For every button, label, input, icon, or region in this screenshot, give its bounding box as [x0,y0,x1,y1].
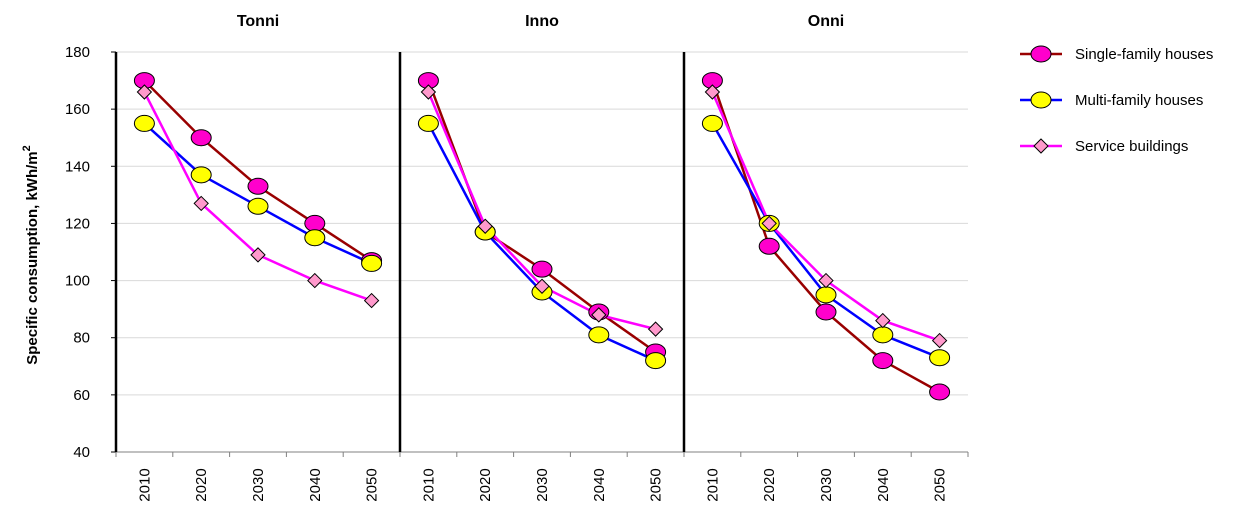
data-point-service-buildings [875,312,891,329]
panel-tonni [133,72,383,309]
x-tick-label: 2050 [932,468,949,501]
y-tick-label: 40 [73,444,90,461]
data-point-single-family-houses [247,177,269,195]
y-tick-label: 140 [65,158,90,175]
data-point-service-buildings [420,84,437,100]
data-point-service-buildings [307,272,323,289]
legend-label: Single-family houses [1075,46,1213,63]
data-point-single-family-houses [190,129,212,147]
x-tick-label: 2020 [193,468,210,501]
data-point-service-buildings [818,272,834,289]
legend-marker [1030,45,1052,63]
x-tick-label: 2030 [250,468,267,501]
data-point-multi-family-houses [588,326,610,344]
grid-layer [116,51,968,396]
x-tick-label: 2010 [420,468,437,501]
data-point-service-buildings [477,218,493,234]
data-point-multi-family-houses [645,352,667,370]
data-point-single-family-houses [815,303,837,321]
legend: Single-family houses Multi-family houses S… [1020,45,1213,155]
panel-onni [701,72,951,401]
x-tick-label: 2050 [364,468,381,501]
x-tick-label: 2040 [591,468,608,501]
data-point-service-buildings [647,321,664,337]
series-line-service-buildings [143,91,373,302]
data-point-multi-family-houses [872,326,894,344]
data-point-service-buildings [931,332,948,349]
data-point-service-buildings [591,307,607,323]
panel-title: Tonni [237,13,279,30]
series-line-multi-family-houses [427,122,657,362]
panel-inno [417,72,667,370]
x-tick-label: 2010 [136,468,153,501]
x-tick-label: 2050 [648,468,665,501]
x-tick-label: 2040 [307,468,324,501]
y-tick-label: 120 [65,215,90,232]
y-tick-label: 160 [65,101,90,118]
data-point-multi-family-houses [304,229,326,247]
series-line-single-family-houses [143,79,373,262]
x-tick-label: 2040 [875,468,892,501]
panel-title: Onni [808,13,844,30]
y-tick-label: 180 [65,44,90,61]
data-point-multi-family-houses [361,254,383,272]
y-axis-label-text: Specific consumption, kWh/m [24,151,41,364]
data-point-multi-family-houses [417,114,439,132]
axis-layer [111,51,969,457]
data-point-multi-family-houses [815,286,837,304]
y-tick-label: 80 [73,330,90,347]
legend-marker [1033,138,1049,154]
x-tick-label: 2020 [761,468,778,501]
data-point-service-buildings [534,278,550,294]
series-line-multi-family-houses [711,122,941,359]
data-point-single-family-houses [929,383,951,401]
series-layer [133,72,951,401]
legend-marker [1030,91,1052,109]
data-point-service-buildings [250,247,266,263]
data-point-service-buildings [136,84,153,100]
x-tick-label: 2030 [534,468,551,501]
panel-title: Inno [525,13,559,30]
x-tick-label: 2030 [818,468,835,501]
data-point-service-buildings [704,84,721,100]
legend-entry: Multi-family houses [1020,91,1203,109]
data-point-service-buildings [193,195,209,212]
y-tick-label: 60 [73,387,90,404]
y-axis-label: Specific consumption, kWh/m2 [21,145,41,364]
x-tick-label: 2010 [704,468,721,501]
data-point-service-buildings [363,292,380,309]
y-axis-label-superscript: 2 [21,145,33,151]
legend-entry: Single-family houses [1020,45,1213,63]
data-point-multi-family-houses [701,114,723,132]
data-point-service-buildings [761,215,777,232]
data-point-single-family-houses [304,214,326,232]
data-point-multi-family-houses [929,349,951,367]
data-point-single-family-houses [531,260,553,278]
label-layer: Specific consumption, kWh/m2 40 60 80 100 12… [21,13,949,502]
data-point-single-family-houses [872,352,894,370]
data-point-multi-family-houses [247,197,269,215]
data-point-multi-family-houses [133,114,155,132]
data-point-multi-family-houses [190,166,212,184]
data-point-single-family-houses [758,237,780,255]
legend-entry: Service buildings [1020,138,1188,155]
legend-label: Multi-family houses [1075,92,1203,109]
legend-label: Service buildings [1075,138,1188,155]
x-tick-label: 2020 [477,468,494,501]
y-tick-label: 100 [65,273,90,290]
series-line-single-family-houses [427,80,657,354]
